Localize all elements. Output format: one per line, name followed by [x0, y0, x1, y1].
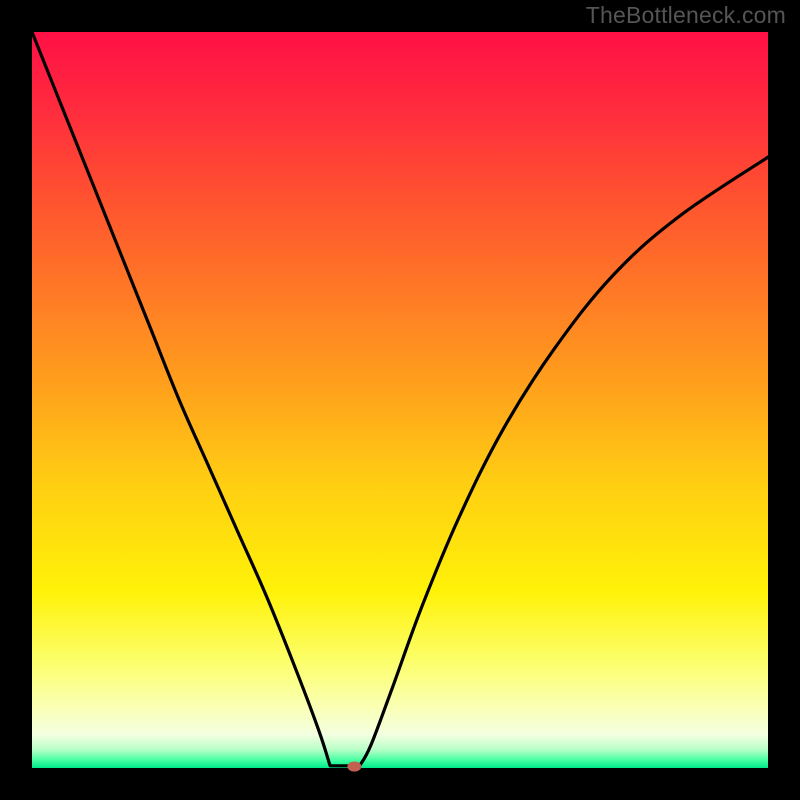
- plot-background: [32, 32, 768, 768]
- chart-container: TheBottleneck.com: [0, 0, 800, 800]
- bottleneck-chart: [0, 0, 800, 800]
- watermark-text: TheBottleneck.com: [586, 2, 786, 29]
- optimal-point-marker: [347, 762, 361, 772]
